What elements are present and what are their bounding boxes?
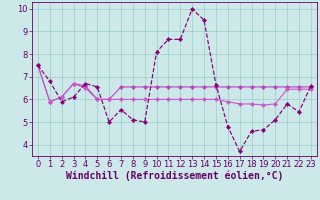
X-axis label: Windchill (Refroidissement éolien,°C): Windchill (Refroidissement éolien,°C) (66, 171, 283, 181)
